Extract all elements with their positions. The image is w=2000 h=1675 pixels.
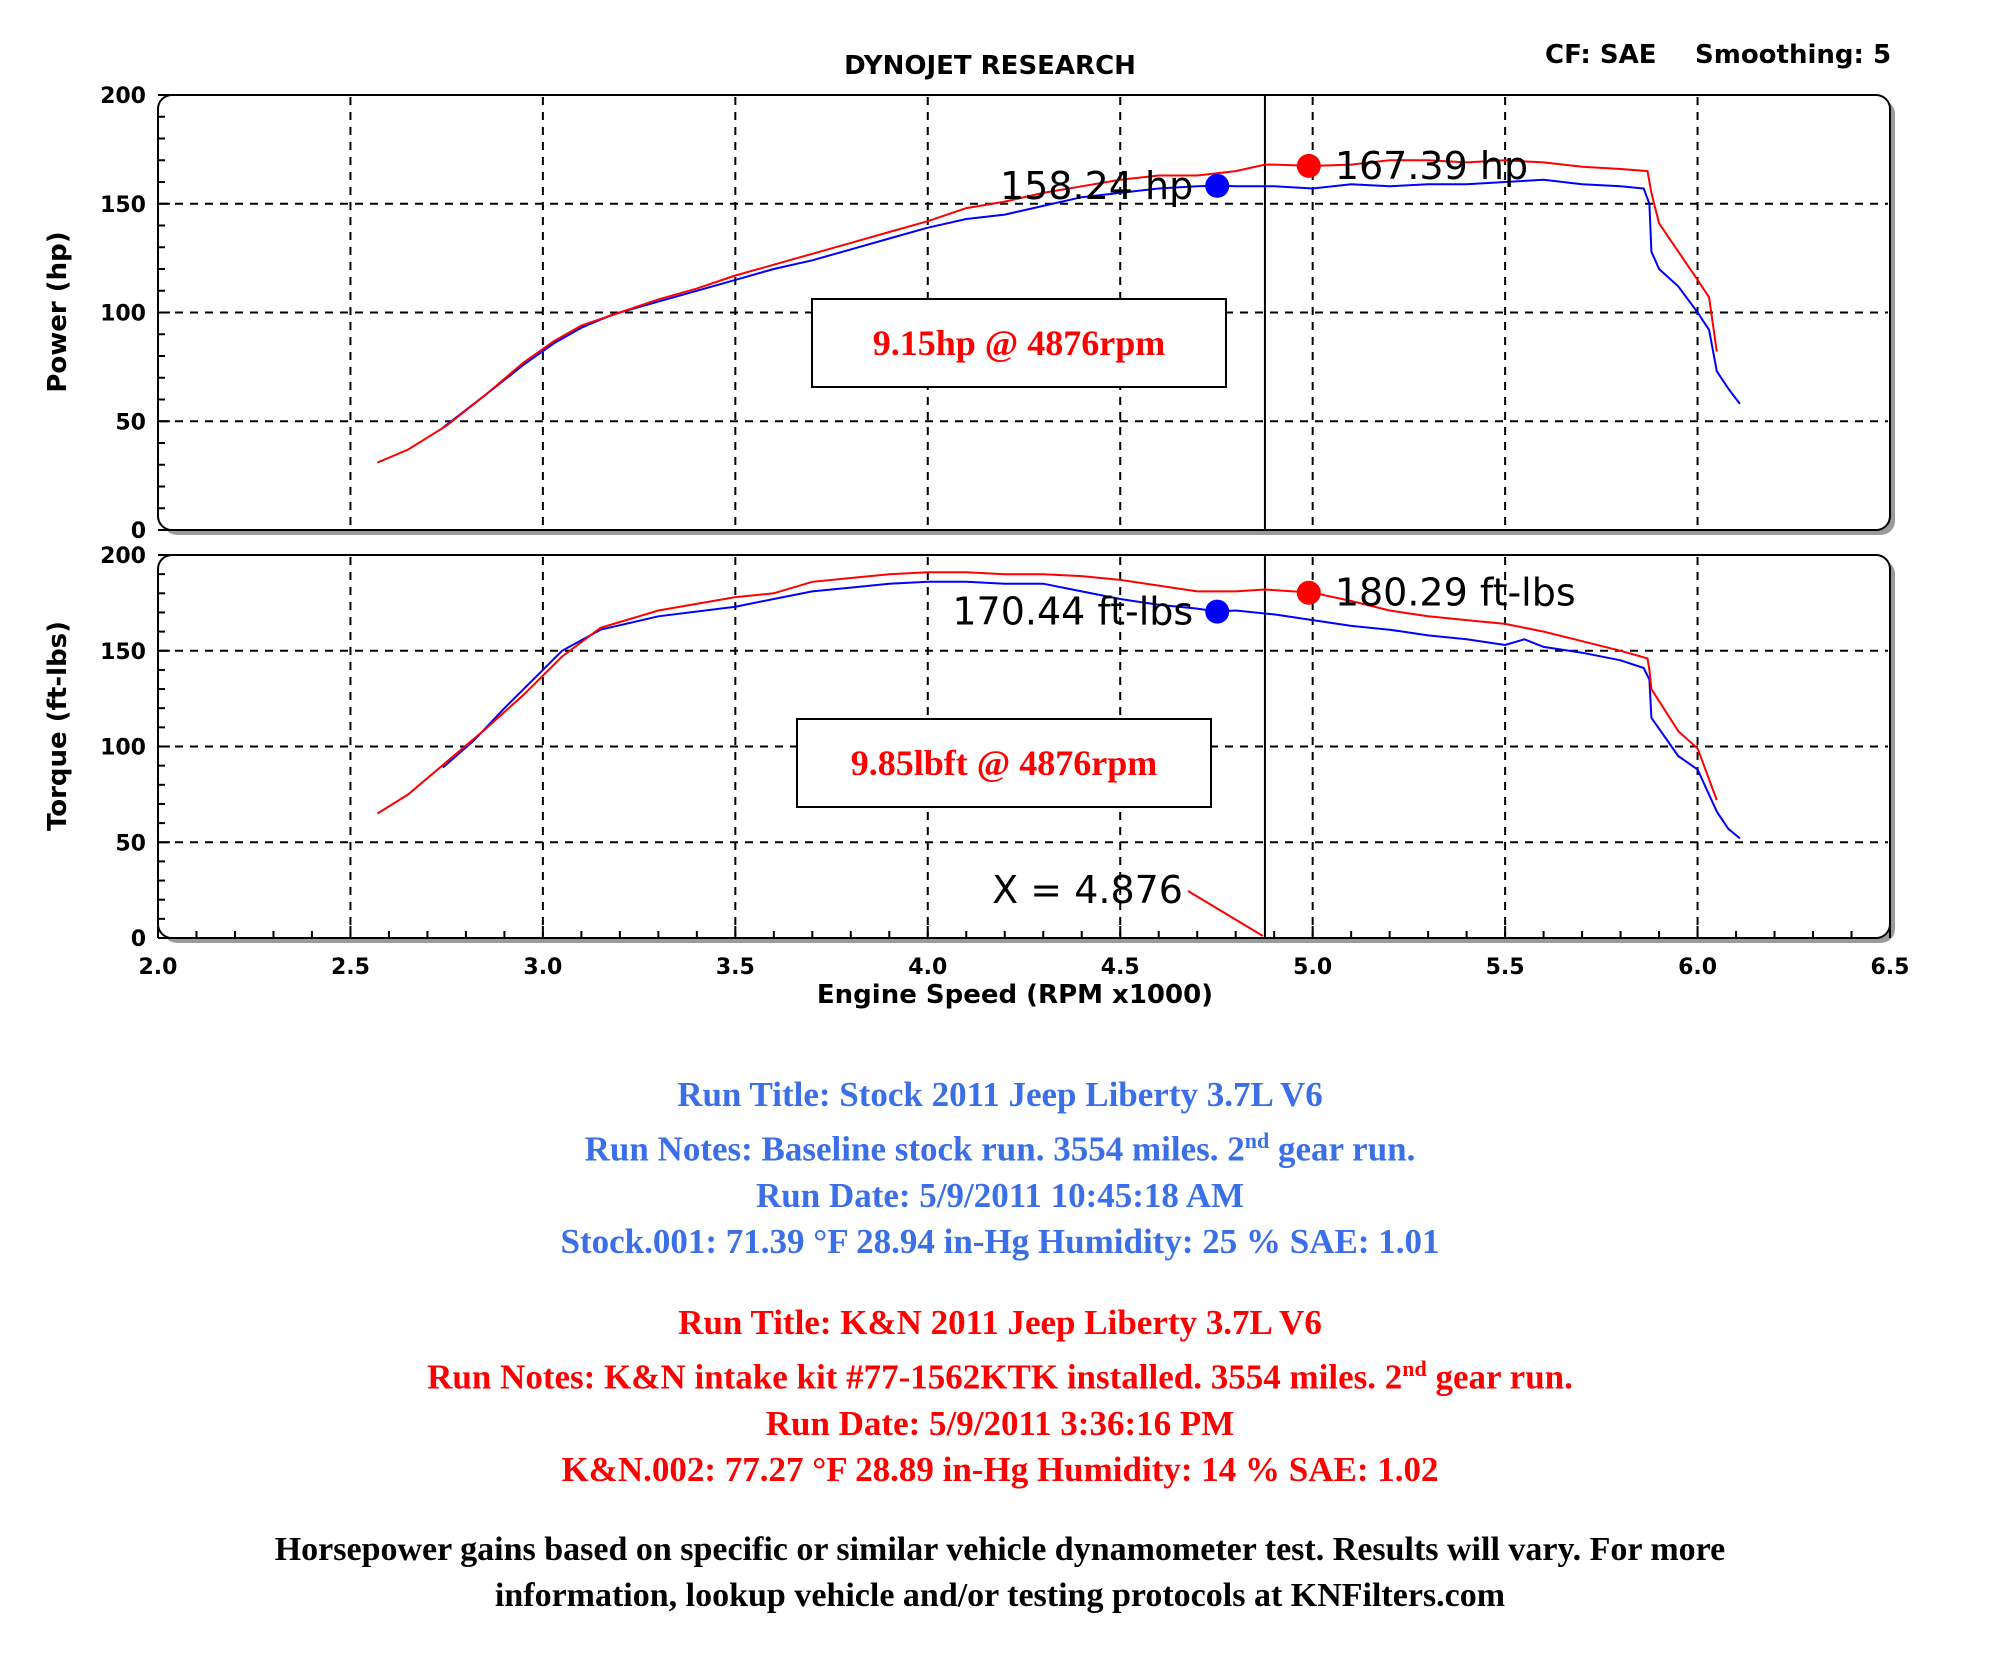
x-tick-label: 3.5 — [716, 955, 755, 980]
disclaimer-line-1: Horsepower gains based on specific or si… — [274, 1531, 1726, 1568]
torque-y-tick-label: 100 — [100, 736, 146, 761]
power-y-tick-label: 0 — [131, 519, 146, 544]
kn-run-conditions: K&N.002: 77.27 °F 28.89 in-Hg Humidity: … — [561, 1449, 1439, 1489]
kn-run-date: Run Date: 5/9/2011 3:36:16 PM — [765, 1403, 1235, 1443]
smoothing-label: Smoothing: 5 — [1695, 40, 1891, 70]
power-annotation-text: 9.15hp @ 4876rpm — [873, 323, 1166, 363]
torque-marker-stock — [1205, 599, 1230, 624]
x-tick-label: 2.5 — [331, 955, 370, 980]
kn-notes-post: gear run. — [1426, 1357, 1573, 1397]
cursor-value-label: X = 4.876 — [992, 868, 1183, 912]
power-y-tick-label: 50 — [115, 410, 146, 435]
power-y-tick-label: 150 — [100, 193, 146, 218]
stock-notes-sup: nd — [1244, 1128, 1270, 1153]
stock-run-notes: Run Notes: Baseline stock run. 3554 mile… — [0, 1118, 2000, 1173]
kn-run-notes: Run Notes: K&N intake kit #77-1562KTK in… — [0, 1346, 2000, 1401]
power-marker-label-kn: 167.39 hp — [1335, 144, 1528, 188]
stock-run-title: Run Title: Stock 2011 Jeep Liberty 3.7L … — [677, 1075, 1323, 1114]
cf-label: CF: SAE — [1545, 40, 1656, 70]
torque-annotation-box — [796, 718, 1212, 808]
power-marker-stock — [1205, 173, 1230, 198]
stock-run-info: Run Title: Stock 2011 Jeep Liberty 3.7L … — [0, 1072, 2000, 1265]
torque-y-tick-label: 200 — [100, 544, 146, 569]
torque-marker-label-stock: 170.44 ft-lbs — [952, 590, 1193, 634]
torque-series-kn — [376, 571, 1718, 815]
power-annotation-box — [811, 298, 1227, 388]
power-y-tick-label: 100 — [100, 302, 146, 327]
power-y-tick-label: 200 — [100, 84, 146, 109]
stock-notes-text: Run Notes: Baseline stock run. 3554 mile… — [584, 1129, 1245, 1169]
x-tick-label: 6.0 — [1678, 955, 1717, 980]
torque-annotation-text: 9.85lbft @ 4876rpm — [851, 743, 1157, 783]
x-tick-label: 5.5 — [1486, 955, 1525, 980]
chart-title: DYNOJET RESEARCH — [844, 51, 1136, 81]
x-axis-title: Engine Speed (RPM x1000) — [817, 980, 1213, 1010]
kn-run-title: Run Title: K&N 2011 Jeep Liberty 3.7L V6 — [678, 1303, 1322, 1342]
kn-run-info: Run Title: K&N 2011 Jeep Liberty 3.7L V6… — [0, 1300, 2000, 1493]
x-tick-label: 6.5 — [1871, 955, 1910, 980]
torque-y-tick-label: 0 — [131, 927, 146, 952]
torque-axis-title: Torque (ft-lbs) — [43, 621, 73, 831]
power-series-kn — [377, 159, 1718, 464]
power-marker-label-stock: 158.24 hp — [1000, 164, 1193, 208]
torque-marker-label-kn: 180.29 ft-lbs — [1335, 571, 1576, 615]
power-panel: 0 50 100 150 200 9.15hp @ 4876rpm 158.24 hp 167… — [100, 84, 1895, 544]
torque-panel: 0 50 100 150 200 2.0 2.5 3.0 3.5 4.0 4.5 5.0 5.5 6.0 6… — [100, 544, 1909, 980]
torque-y-tick-label: 150 — [100, 640, 146, 665]
kn-notes-text: Run Notes: K&N intake kit #77-1562KTK in… — [427, 1357, 1403, 1397]
power-axis-title: Power (hp) — [43, 231, 73, 392]
x-tick-label: 3.0 — [523, 955, 562, 980]
x-tick-label: 4.5 — [1101, 955, 1140, 980]
cursor-leader-line — [1187, 890, 1264, 937]
torque-marker-kn — [1296, 580, 1321, 605]
stock-notes-post: gear run. — [1269, 1129, 1416, 1169]
power-marker-kn — [1296, 153, 1321, 178]
x-tick-label: 5.0 — [1293, 955, 1332, 980]
disclaimer-line-2: information, lookup vehicle and/or testi… — [494, 1577, 1506, 1614]
stock-run-date: Run Date: 5/9/2011 10:45:18 AM — [755, 1175, 1245, 1215]
torque-y-tick-label: 50 — [115, 831, 146, 856]
disclaimer: Horsepower gains based on specific or si… — [0, 1527, 2000, 1619]
dyno-chart: DYNOJET RESEARCH CF: SAE Smoothing: 5 0 5… — [43, 40, 1909, 1010]
x-tick-label: 4.0 — [908, 955, 947, 980]
x-tick-label: 2.0 — [139, 955, 178, 980]
stock-run-conditions: Stock.001: 71.39 °F 28.94 in-Hg Humidity… — [560, 1221, 1440, 1261]
kn-notes-sup: nd — [1402, 1356, 1427, 1381]
